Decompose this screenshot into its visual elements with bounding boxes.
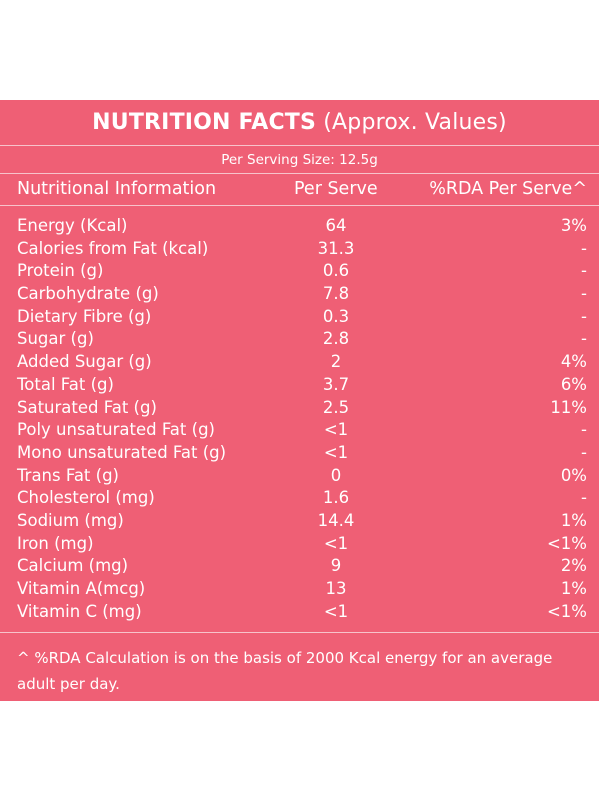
per-serve-value: 2.5 bbox=[322, 397, 350, 417]
per-serve-value: 2.8 bbox=[322, 329, 350, 349]
nutrition-title-bold: NUTRITION FACTS bbox=[92, 110, 317, 135]
divider-line bbox=[0, 632, 599, 633]
per-serve-value: 0.6 bbox=[322, 261, 350, 281]
rda-value: - bbox=[581, 488, 587, 508]
table-row: Sugar (g) 2.8 - bbox=[0, 328, 599, 351]
per-serve-value: <1 bbox=[323, 442, 349, 462]
serving-size: Per Serving Size: 12.5g bbox=[0, 146, 599, 173]
nutrition-title-suffix: (Approx. Values) bbox=[316, 110, 507, 135]
rda-value: 2% bbox=[560, 556, 587, 576]
per-serve-value: <1 bbox=[323, 420, 349, 440]
per-serve-value: 1.6 bbox=[322, 488, 350, 508]
nutrient-name: Vitamin A(mcg) bbox=[17, 579, 146, 598]
rda-value: 3% bbox=[560, 216, 587, 235]
per-serve-value: 0.3 bbox=[322, 306, 350, 326]
rda-value: 6% bbox=[560, 374, 587, 394]
rda-value: - bbox=[581, 442, 587, 462]
per-serve-value: 9 bbox=[330, 556, 342, 576]
nutrient-name: Dietary Fibre (g) bbox=[17, 306, 152, 326]
nutrient-name: Iron (mg) bbox=[17, 533, 94, 553]
rda-value: 4% bbox=[560, 352, 587, 372]
table-row: Dietary Fibre (g) 0.3 - bbox=[0, 306, 599, 329]
serving-size-text: Per Serving Size: 12.5g bbox=[221, 151, 378, 168]
rda-value: - bbox=[581, 238, 587, 258]
rda-value: - bbox=[581, 261, 587, 281]
per-serve-value: 7.8 bbox=[322, 284, 350, 304]
table-row: Vitamin A(mcg) 13 1% bbox=[0, 578, 599, 601]
nutrient-name: Saturated Fat (g) bbox=[17, 397, 157, 417]
per-serve-value: <1 bbox=[323, 533, 349, 553]
nutrient-name: Total Fat (g) bbox=[17, 374, 114, 394]
per-serve-value: 2 bbox=[330, 352, 342, 372]
nutrient-name: Energy (Kcal) bbox=[17, 216, 128, 235]
per-serve-value: 14.4 bbox=[317, 510, 355, 530]
header-rda-per-serve: %RDA Per Serve^ bbox=[429, 179, 587, 199]
table-header: Nutritional Information Per Serve %RDA P… bbox=[0, 175, 599, 205]
per-serve-value: 31.3 bbox=[317, 238, 355, 258]
table-row: Protein (g) 0.6 - bbox=[0, 260, 599, 283]
per-serve-value: 13 bbox=[325, 579, 347, 598]
nutrient-name: Cholesterol (mg) bbox=[17, 488, 155, 508]
per-serve-value: 64 bbox=[325, 216, 347, 235]
per-serve-value: 3.7 bbox=[322, 374, 350, 394]
rda-value: <1% bbox=[546, 533, 587, 553]
rda-value: 0% bbox=[560, 465, 587, 485]
nutrient-name: Poly unsaturated Fat (g) bbox=[17, 420, 215, 440]
rda-footnote: ^ %RDA Calculation is on the basis of 20… bbox=[17, 649, 553, 693]
nutrient-name: Mono unsaturated Fat (g) bbox=[17, 442, 227, 462]
table-row: Vitamin C (mg) <1 <1% bbox=[0, 601, 599, 624]
divider-line bbox=[0, 205, 599, 206]
rda-value: - bbox=[581, 329, 587, 349]
header-nutritional-information: Nutritional Information bbox=[17, 179, 217, 199]
table-row: Calcium (mg) 9 2% bbox=[0, 555, 599, 578]
nutrient-name: Sugar (g) bbox=[17, 329, 94, 349]
table-row: Sodium (mg) 14.4 1% bbox=[0, 510, 599, 533]
table-row: Poly unsaturated Fat (g) <1 - bbox=[0, 419, 599, 442]
table-row: Iron (mg) <1 <1% bbox=[0, 533, 599, 556]
nutrient-name: Carbohydrate (g) bbox=[17, 284, 159, 304]
table-row: Mono unsaturated Fat (g) <1 - bbox=[0, 442, 599, 465]
nutrition-facts-panel: NUTRITION FACTS (Approx. Values) Per Ser… bbox=[0, 100, 599, 701]
table-row: Saturated Fat (g) 2.5 11% bbox=[0, 397, 599, 420]
nutrient-name: Calories from Fat (kcal) bbox=[17, 238, 209, 258]
per-serve-value: 0 bbox=[330, 465, 342, 485]
rda-value: - bbox=[581, 284, 587, 304]
rda-value: - bbox=[581, 306, 587, 326]
rda-value: <1% bbox=[546, 601, 587, 621]
divider-line bbox=[0, 145, 599, 146]
table-row: Calories from Fat (kcal) 31.3 - bbox=[0, 238, 599, 261]
nutrient-name: Added Sugar (g) bbox=[17, 352, 152, 372]
nutrient-name: Calcium (mg) bbox=[17, 556, 129, 576]
rda-value: 11% bbox=[550, 397, 587, 417]
nutrient-name: Vitamin C (mg) bbox=[17, 601, 142, 621]
rda-value: - bbox=[581, 420, 587, 440]
per-serve-value: <1 bbox=[323, 601, 349, 621]
rda-value: 1% bbox=[560, 579, 587, 598]
table-row: Carbohydrate (g) 7.8 - bbox=[0, 283, 599, 306]
nutrient-name: Protein (g) bbox=[17, 261, 104, 281]
table-row: Total Fat (g) 3.7 6% bbox=[0, 374, 599, 397]
nutrient-table-body: Energy (Kcal) 64 3% Calories from Fat (kcal… bbox=[0, 215, 599, 623]
header-per-serve: Per Serve bbox=[294, 179, 378, 199]
table-row: Trans Fat (g) 0 0% bbox=[0, 465, 599, 488]
divider-line bbox=[0, 173, 599, 174]
table-row: Energy (Kcal) 64 3% bbox=[0, 215, 599, 238]
nutrient-name: Trans Fat (g) bbox=[17, 465, 119, 485]
table-row: Added Sugar (g) 2 4% bbox=[0, 351, 599, 374]
table-row: Cholesterol (mg) 1.6 - bbox=[0, 487, 599, 510]
nutrient-name: Sodium (mg) bbox=[17, 510, 124, 530]
nutrition-title: NUTRITION FACTS (Approx. Values) bbox=[0, 100, 599, 145]
rda-value: 1% bbox=[560, 510, 587, 530]
